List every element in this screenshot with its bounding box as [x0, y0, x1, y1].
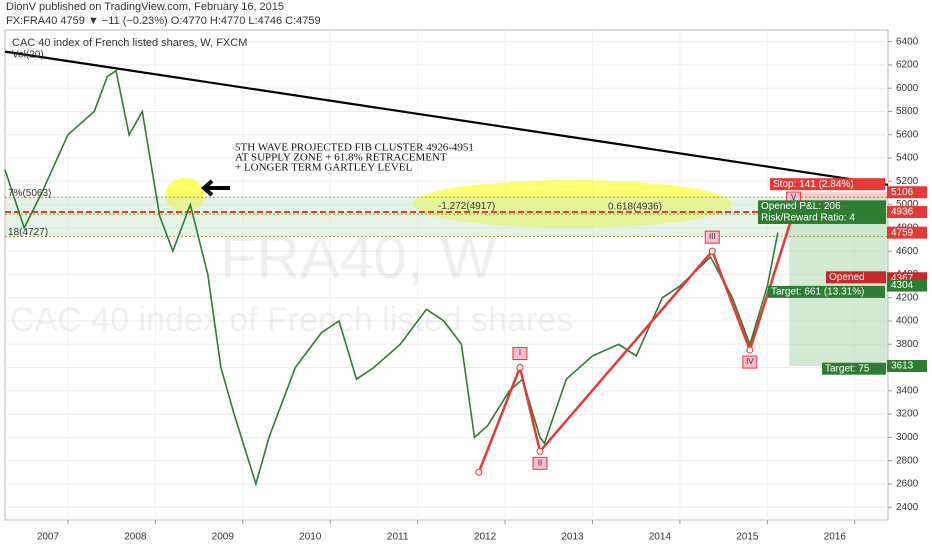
- wave-label: II: [538, 458, 542, 467]
- watermark-symbol: FRA40, W: [220, 224, 497, 291]
- position-label-box: [826, 271, 886, 284]
- arrow: [200, 179, 230, 197]
- y-tick-label: 6200: [896, 60, 919, 71]
- x-tick-label: 2016: [824, 532, 847, 543]
- price-tag-label: 5106: [891, 187, 914, 198]
- y-tick-label: 2600: [896, 479, 919, 490]
- wave-line: [477, 211, 795, 473]
- wave-label: III: [709, 232, 716, 241]
- quote: FX:FRA40 4759 ▼ −11 (−0.23%) O:4770 H:47…: [6, 15, 321, 27]
- x-tick-label: 2007: [37, 532, 60, 543]
- y-tick-label: 4000: [896, 316, 919, 327]
- price-tag-label: 4936: [891, 207, 914, 218]
- wave-label-box: [704, 230, 720, 244]
- y-tick-label: 5400: [896, 153, 919, 164]
- y-tick-label: 3400: [896, 385, 919, 396]
- position-label: Opened P&L: 206: [761, 201, 841, 212]
- highlight-ellipse: [412, 180, 732, 228]
- volume-label: Vol(20): [12, 50, 44, 61]
- annotation-line: AT SUPPLY ZONE + 61.8% RETRACEMENT: [235, 152, 447, 164]
- wave-point: [536, 447, 544, 455]
- price-tag: [887, 206, 927, 219]
- annotation-line: 5TH WAVE PROJECTED FIB CLUSTER 4926-4951: [235, 142, 474, 154]
- level-label: -1.272(4917): [438, 201, 495, 212]
- y-tick-label: 2400: [896, 502, 919, 513]
- price-tag: [887, 279, 927, 292]
- position-label: Risk/Reward Ratio: 4: [761, 213, 855, 224]
- price-tag-label: 4367: [891, 273, 914, 284]
- y-tick-label: 5600: [896, 129, 919, 140]
- wave-label-box: [532, 456, 548, 470]
- x-tick-label: 2013: [561, 532, 584, 543]
- y-tick-label: 6000: [896, 83, 919, 94]
- wave-label-box: [742, 355, 758, 369]
- price-tag: [887, 186, 927, 199]
- x-tick-label: 2012: [474, 532, 497, 543]
- x-tick-label: 2011: [387, 532, 409, 543]
- wave-point: [708, 247, 716, 255]
- price-line: [4, 69, 779, 487]
- price-tag-label: 4304: [891, 280, 914, 291]
- y-tick-label: 5200: [896, 176, 919, 187]
- position-label: Target: 75: [825, 363, 870, 374]
- position-label-box: [770, 178, 885, 191]
- price-tag-label: 3613: [891, 361, 914, 372]
- position-label: Target: 661 (13.31%): [771, 287, 864, 298]
- wave-point: [746, 346, 754, 354]
- position-label-box: [758, 200, 886, 213]
- wave-label: I: [519, 349, 521, 358]
- level-label: 0.618(4936): [608, 202, 662, 213]
- level-label: 7%(5063): [8, 188, 51, 199]
- wave-point: [516, 364, 524, 372]
- position-label: Opened: [829, 272, 865, 283]
- chart-title: CAC 40 index of French listed shares, W,…: [12, 37, 247, 49]
- y-tick-label: 4200: [896, 292, 919, 303]
- watermark-name: CAC 40 index of French listed shares: [10, 301, 573, 339]
- position-label-box: [822, 362, 886, 375]
- highlight-circle: [165, 178, 205, 212]
- y-tick-label: 6400: [896, 36, 919, 47]
- wave-point: [475, 468, 483, 476]
- price-tag: [887, 226, 927, 239]
- annotation-line: + LONGER TERM GARTLEY LEVEL: [235, 162, 413, 174]
- wave-label: V: [791, 193, 797, 202]
- supply-zone: [5, 197, 888, 237]
- x-tick-label: 2008: [124, 532, 147, 543]
- wave-label-box: [512, 347, 528, 361]
- price-tag-label: 4759: [891, 227, 914, 238]
- position-label: Stop: 141 (2.84%): [773, 179, 854, 190]
- y-tick-label: 5000: [896, 199, 919, 210]
- grid: [5, 30, 888, 520]
- x-tick-label: 2010: [299, 532, 322, 543]
- y-tick-label: 4600: [896, 246, 919, 257]
- y-tick-label: 5800: [896, 106, 919, 117]
- position-label-box: [758, 211, 886, 224]
- trendline: [4, 50, 889, 186]
- level-label: 18(4727): [8, 227, 48, 238]
- x-tick-label: 2014: [649, 532, 672, 543]
- y-tick-label: 3200: [896, 409, 919, 420]
- wave-label: IV: [746, 357, 754, 366]
- x-tick-label: 2009: [212, 532, 235, 543]
- publisher: DionV published on TradingView.com, Febr…: [6, 1, 284, 13]
- x-tick-label: 2015: [736, 532, 759, 543]
- y-tick-label: 2800: [896, 455, 919, 466]
- y-tick-label: 3800: [896, 339, 919, 350]
- position-label-box: [768, 285, 885, 298]
- price-tag: [887, 360, 927, 373]
- y-tick-label: 3000: [896, 432, 919, 443]
